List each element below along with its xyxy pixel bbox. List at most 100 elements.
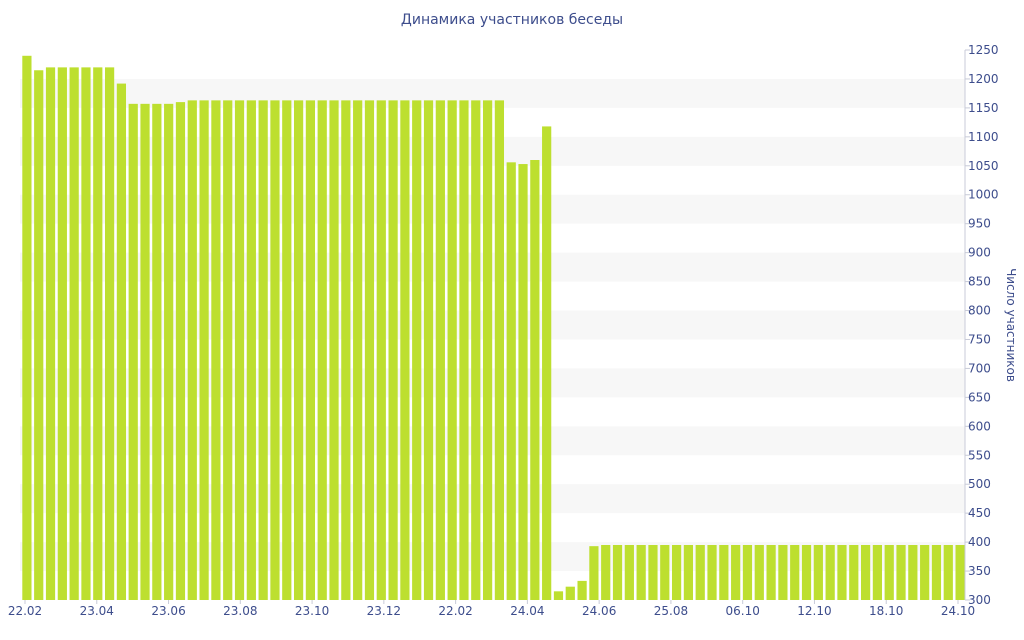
bar xyxy=(364,100,375,601)
x-tick-label: 24.10 xyxy=(941,604,975,618)
y-tick-label: 350 xyxy=(968,564,991,578)
bar xyxy=(353,100,363,601)
bar xyxy=(45,67,56,601)
bar xyxy=(140,103,150,600)
bar xyxy=(282,100,292,601)
bar xyxy=(482,100,493,601)
y-tick-label: 500 xyxy=(968,477,991,491)
grid-band xyxy=(20,78,965,108)
grid-band xyxy=(20,484,965,514)
bar xyxy=(211,100,221,601)
grid-band xyxy=(20,310,965,340)
x-tick-label: 23.10 xyxy=(295,604,329,618)
x-tick-label: 24.06 xyxy=(582,604,616,618)
bar xyxy=(955,545,965,600)
bar xyxy=(435,100,445,601)
bar xyxy=(258,100,268,601)
x-tick-label: 18.10 xyxy=(869,604,903,618)
bar xyxy=(104,67,115,601)
bar xyxy=(612,545,623,600)
y-tick-label: 650 xyxy=(968,390,991,404)
bar xyxy=(742,545,753,600)
bar xyxy=(530,160,540,600)
bar xyxy=(400,100,410,601)
bar xyxy=(754,545,764,600)
grid-band xyxy=(20,136,965,166)
bar xyxy=(69,67,79,601)
bar xyxy=(671,545,682,600)
bar xyxy=(920,545,930,600)
x-tick-label: 23.06 xyxy=(151,604,185,618)
bar xyxy=(518,164,528,601)
bar xyxy=(601,545,611,600)
bar xyxy=(116,83,127,600)
bar xyxy=(837,545,847,600)
bar xyxy=(542,126,552,601)
grid-band xyxy=(20,542,965,572)
bar xyxy=(341,100,351,601)
bar xyxy=(801,545,812,600)
bar xyxy=(246,100,256,601)
bar xyxy=(388,100,398,601)
bar xyxy=(577,580,587,600)
bar xyxy=(234,100,245,601)
y-tick-label: 550 xyxy=(968,448,991,462)
bar xyxy=(447,100,457,601)
grid-band xyxy=(20,252,965,282)
bar xyxy=(778,545,788,600)
bar xyxy=(695,545,705,600)
bar xyxy=(187,100,197,601)
x-tick-label: 06.10 xyxy=(726,604,760,618)
bar xyxy=(683,545,694,600)
bar xyxy=(305,100,316,601)
x-tick-label: 23.12 xyxy=(367,604,401,618)
x-axis-ticks: 22.02 23.04 23.06 23.08 23.10 23.12 22.02 24.04… xyxy=(8,600,975,618)
y-tick-label: 1050 xyxy=(968,159,999,173)
bar xyxy=(317,100,327,601)
bar xyxy=(908,545,918,600)
x-tick-label: 25.08 xyxy=(654,604,688,618)
bar xyxy=(884,545,894,600)
bar xyxy=(471,100,481,601)
y-tick-label: 300 xyxy=(968,593,991,607)
bar xyxy=(81,67,91,601)
y-axis-title: Число участников xyxy=(1004,268,1018,382)
y-tick-label: 1250 xyxy=(968,43,999,57)
grid-band xyxy=(20,426,965,456)
bar xyxy=(459,100,469,601)
bar xyxy=(660,545,670,600)
bar xyxy=(494,100,505,601)
y-tick-label: 1000 xyxy=(968,188,999,202)
grid-bands xyxy=(20,78,965,572)
grid-band xyxy=(20,194,965,224)
bar xyxy=(22,55,32,601)
y-tick-label: 450 xyxy=(968,506,991,520)
bar xyxy=(376,100,386,601)
bar xyxy=(57,67,67,601)
bar xyxy=(624,545,634,600)
y-tick-label: 900 xyxy=(968,246,991,260)
bar xyxy=(553,591,564,600)
bar xyxy=(943,545,953,600)
bar xyxy=(329,100,339,601)
y-tick-label: 750 xyxy=(968,332,991,346)
bar xyxy=(293,100,304,601)
bar xyxy=(731,545,741,600)
y-tick-label: 400 xyxy=(968,535,991,549)
x-tick-label: 24.04 xyxy=(510,604,544,618)
bar xyxy=(270,100,280,601)
y-tick-label: 800 xyxy=(968,304,991,318)
bar xyxy=(766,545,776,600)
bar xyxy=(931,545,942,600)
y-tick-label: 950 xyxy=(968,217,991,231)
grid-band xyxy=(20,368,965,398)
bar xyxy=(128,103,138,600)
bar xyxy=(813,545,823,600)
x-tick-label: 22.02 xyxy=(8,604,42,618)
bar xyxy=(860,545,871,600)
x-tick-label: 12.10 xyxy=(797,604,831,618)
x-tick-label: 23.08 xyxy=(223,604,257,618)
bar xyxy=(589,546,599,600)
bars xyxy=(22,55,965,601)
